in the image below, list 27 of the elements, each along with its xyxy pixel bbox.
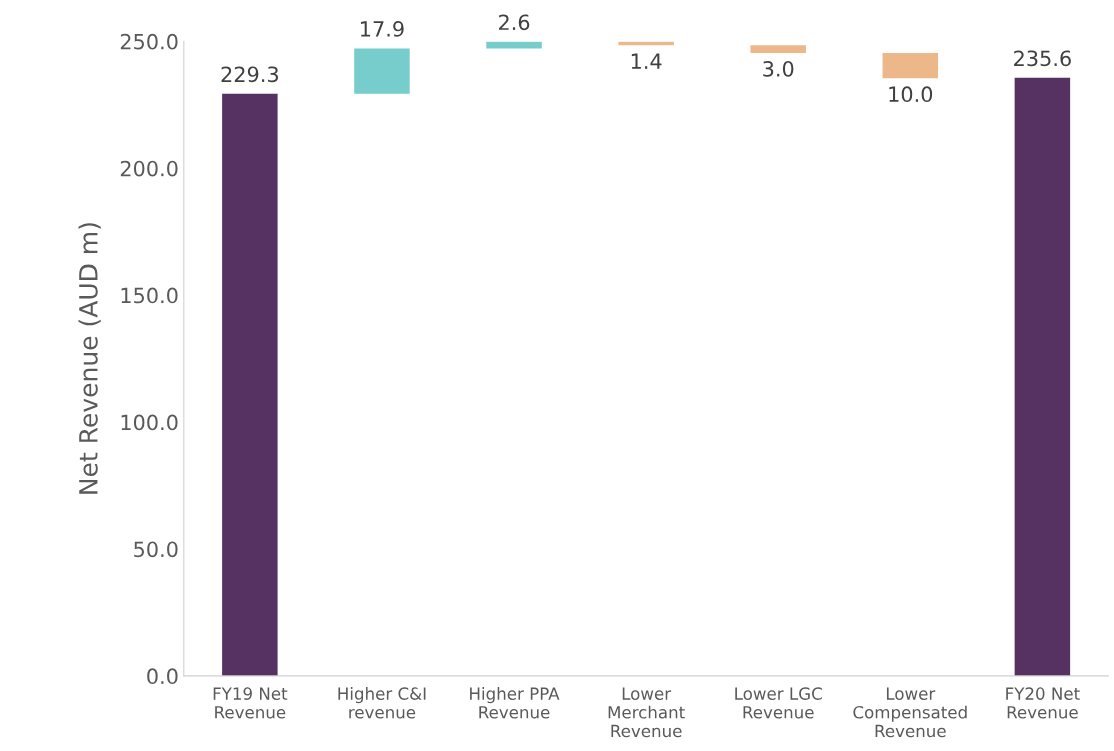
bar xyxy=(750,45,806,53)
x-tick-label: FY20 Net Revenue xyxy=(1006,687,1080,719)
data-label: 235.6 xyxy=(1014,50,1071,67)
x-tick-label: Higher C&I revenue xyxy=(338,687,426,719)
bar xyxy=(486,41,542,49)
bar xyxy=(222,93,278,676)
y-tick-label: 200.0 xyxy=(120,160,178,177)
bar xyxy=(882,52,939,79)
y-tick-label: 0.0 xyxy=(147,668,178,685)
data-label: 17.9 xyxy=(361,21,404,37)
y-tick-label: 250.0 xyxy=(120,33,178,50)
data-label: 10.0 xyxy=(889,86,933,103)
x-tick-label: FY19 Net Revenue xyxy=(213,687,288,719)
x-tick-label: Lower Merchant Revenue xyxy=(608,687,685,738)
data-label: 2.6 xyxy=(498,14,530,31)
bar xyxy=(354,48,410,94)
data-label: 229.3 xyxy=(221,66,279,83)
data-label: 3.0 xyxy=(763,60,794,77)
y-axis-title: Net Revenue (AUD m) xyxy=(78,223,101,494)
data-label: 1.4 xyxy=(631,53,662,69)
y-tick-label: 50.0 xyxy=(134,541,178,558)
x-tick-label: Lower LGC Revenue xyxy=(735,687,822,719)
x-tick-label: Higher PPA Revenue xyxy=(470,687,560,719)
y-tick-label: 150.0 xyxy=(121,287,178,304)
bar xyxy=(1014,77,1071,676)
x-tick-label: Lower Compensated Revenue xyxy=(853,687,967,738)
y-tick-label: 100.0 xyxy=(121,414,178,431)
